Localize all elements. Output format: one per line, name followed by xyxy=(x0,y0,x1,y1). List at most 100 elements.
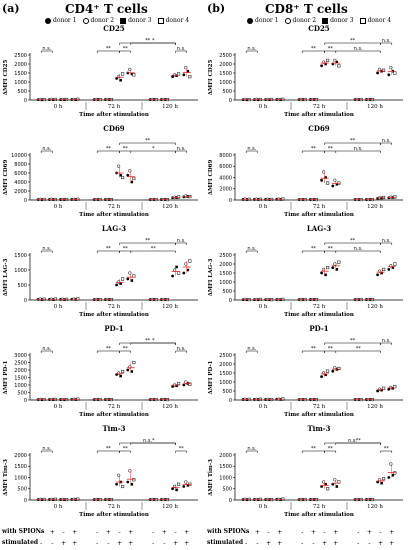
significance-label: ** xyxy=(311,446,317,452)
data-point xyxy=(121,484,125,489)
spions-sign: - xyxy=(245,529,247,536)
data-point xyxy=(335,60,339,64)
significance-bracket xyxy=(335,350,381,353)
legend-b: donor 1 donor 2 donor 3 donor 4 xyxy=(247,17,391,24)
stimulated-sign: + xyxy=(173,540,178,547)
data-point xyxy=(132,478,136,482)
spions-sign: - xyxy=(301,529,303,536)
data-point xyxy=(321,267,326,272)
y-tick-label: 0 xyxy=(229,498,232,504)
x-tick-label: 0 h xyxy=(54,504,63,510)
data-point xyxy=(391,69,395,73)
data-point xyxy=(324,273,327,277)
spions-sign: + xyxy=(106,529,111,536)
x-axis-label: Time after stimulation xyxy=(284,212,354,218)
data-point xyxy=(188,75,192,79)
y-tick-label: 1000 xyxy=(219,80,232,86)
significance-label: n.s. xyxy=(354,146,363,152)
stimulated-sign: + xyxy=(128,540,133,547)
x-axis-label: Time after stimulation xyxy=(79,412,149,418)
y-axis-label: ΔMFI CD69 xyxy=(3,160,9,196)
data-point xyxy=(326,58,330,62)
y-tick-label: 1500 xyxy=(14,375,27,381)
spions-sign: - xyxy=(175,529,177,536)
x-tick-label: 72 h xyxy=(313,404,326,410)
data-point xyxy=(126,173,130,177)
data-point xyxy=(132,360,136,365)
legend-label: donor 1 xyxy=(255,17,279,24)
y-tick-label: 2000 xyxy=(219,62,232,68)
x-tick-label: 0 h xyxy=(259,404,268,410)
data-point xyxy=(326,487,330,491)
legend-item: donor 3 xyxy=(120,17,152,24)
data-point xyxy=(331,369,335,373)
significance-label: n.s. xyxy=(177,346,186,352)
data-point xyxy=(121,277,125,281)
x-tick-label: 72 h xyxy=(108,504,121,510)
y-tick-label: 6000 xyxy=(14,171,27,177)
y-tick-label: 500 xyxy=(17,283,27,289)
x-tick-label: 120 h xyxy=(162,404,178,410)
legend-label: donor 3 xyxy=(128,17,152,24)
significance-label: n.s. xyxy=(42,246,51,252)
significance-label: n.s. xyxy=(177,46,186,52)
data-point xyxy=(130,279,134,282)
data-point xyxy=(121,369,125,374)
data-point xyxy=(335,182,339,186)
significance-label: n.s. xyxy=(247,346,256,352)
spions-sign: + xyxy=(333,529,338,536)
filled-circle-icon xyxy=(247,17,253,24)
y-tick-label: 0 xyxy=(24,498,27,504)
x-tick-label: 0 h xyxy=(259,504,268,510)
data-point xyxy=(184,65,188,70)
x-tick-label: 0 h xyxy=(54,204,63,210)
significance-bracket xyxy=(119,450,132,453)
stimulated-sign: + xyxy=(117,540,122,547)
stimulated-sign: + xyxy=(333,540,338,547)
y-tick-label: 1000 xyxy=(14,475,27,481)
x-tick-label: 120 h xyxy=(367,204,383,210)
data-point xyxy=(130,72,134,76)
significance-bracket xyxy=(175,50,188,53)
data-point xyxy=(376,480,379,484)
spions-sign: + xyxy=(184,529,189,536)
data-point xyxy=(184,262,188,266)
data-point xyxy=(115,482,118,486)
significance-bracket xyxy=(119,142,176,145)
data-point xyxy=(130,482,134,486)
stimulated-sign: - xyxy=(107,540,109,547)
y-tick-label: 2000 xyxy=(14,453,27,459)
data-point xyxy=(182,485,186,488)
significance-bracket xyxy=(40,250,53,253)
x-axis-label: Time after stimulation xyxy=(284,412,354,418)
y-tick-label: 6000 xyxy=(219,164,232,170)
data-point xyxy=(182,383,186,387)
data-point xyxy=(126,277,130,281)
significance-label: ** xyxy=(350,38,356,44)
spions-sign: + xyxy=(128,529,133,536)
significance-label: ** xyxy=(106,246,112,252)
y-tick-label: 2000 xyxy=(219,262,232,268)
significance-bracket xyxy=(380,342,393,345)
significance-bracket xyxy=(380,42,393,45)
data-point xyxy=(171,487,175,491)
legend-label: donor 4 xyxy=(367,17,392,24)
significance-label: n.s. xyxy=(177,146,186,152)
significance-bracket xyxy=(130,250,176,253)
footer-stimulated-label-a: stimulated xyxy=(2,539,39,546)
open-circle-icon xyxy=(82,17,89,24)
spions-sign: - xyxy=(268,529,270,536)
x-tick-label: 120 h xyxy=(367,404,383,410)
x-axis-label: Time after stimulation xyxy=(79,312,149,318)
data-point xyxy=(116,473,121,477)
x-tick-label: 0 h xyxy=(259,304,268,310)
significance-label: n.s. xyxy=(143,438,152,444)
x-tick-label: 120 h xyxy=(367,504,383,510)
significance-label: ** xyxy=(145,38,151,44)
significance-bracket xyxy=(40,150,53,153)
y-tick-label: 1000 xyxy=(14,383,27,389)
chart-title: CD25 xyxy=(308,24,330,33)
data-point xyxy=(393,471,397,475)
significance-label: n.s. xyxy=(177,238,186,244)
data-point xyxy=(126,480,130,484)
